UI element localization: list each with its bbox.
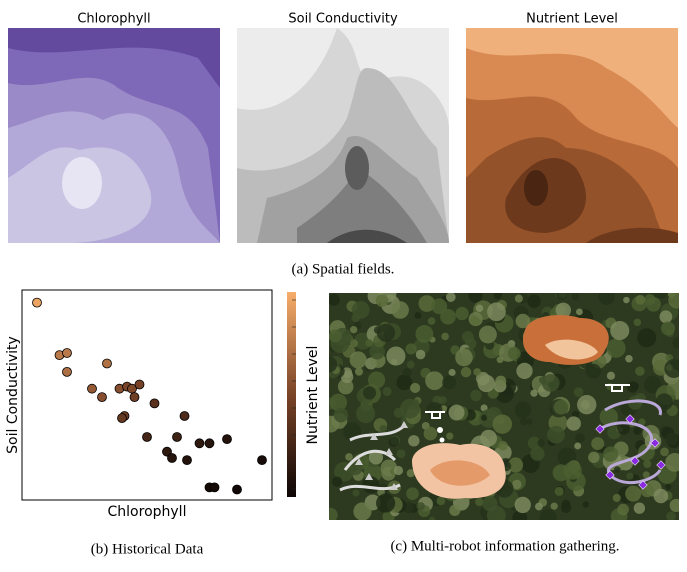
caption: (c) Multi-robot information gathering. [390, 538, 619, 554]
field-title: Chlorophyll [77, 12, 150, 27]
y-axis-label: Soil Conductivity [5, 336, 21, 454]
point [149, 398, 160, 409]
point [102, 358, 112, 369]
point [32, 297, 42, 308]
point [182, 455, 192, 466]
point [257, 455, 267, 466]
soil-field [237, 28, 449, 243]
colorbar-label: Nutrient Level [305, 346, 321, 445]
field-title: Nutrient Level [526, 12, 618, 27]
point [142, 432, 152, 442]
forest-photo [329, 293, 679, 520]
point [97, 392, 107, 403]
point [134, 379, 145, 390]
point [62, 348, 72, 358]
point [87, 383, 97, 394]
chlorophyll-field [8, 28, 220, 243]
field-title: Soil Conductivity [288, 12, 398, 27]
point [194, 438, 205, 449]
point [209, 482, 220, 493]
point [62, 366, 72, 377]
point [129, 392, 140, 403]
caption: (a) Spatial fields. [292, 261, 395, 277]
point [172, 432, 182, 442]
scatter-points [32, 297, 267, 495]
point [167, 453, 177, 463]
point [117, 413, 127, 424]
colorbar [287, 292, 296, 497]
caption: (b) Historical Data [91, 541, 204, 557]
point [179, 411, 190, 421]
point [204, 438, 215, 449]
x-axis-label: Chlorophyll [108, 504, 187, 520]
point [222, 434, 232, 445]
plot-frame [21, 289, 273, 501]
nutrient-field [466, 28, 678, 243]
point [232, 484, 242, 495]
